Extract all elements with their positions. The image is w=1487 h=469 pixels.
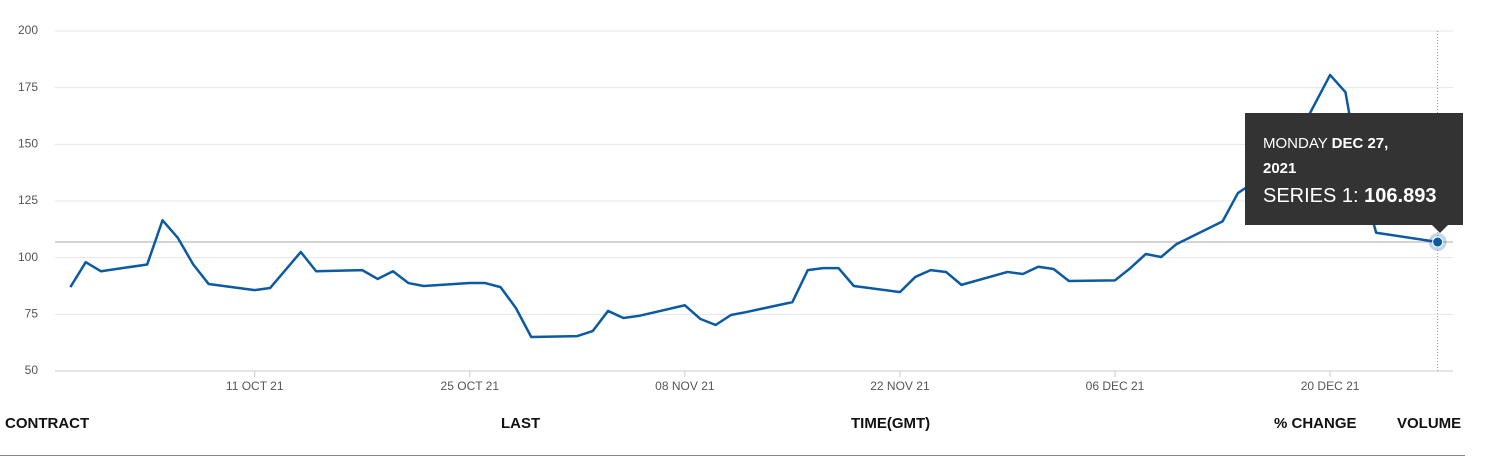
tooltip: MONDAY DEC 27, 2021 SERIES 1: 106.893 (1245, 113, 1463, 225)
chart: 50 75 100 125 150 175 200 11 OCT 21 25 OCT 21 08 … (18, 23, 1453, 393)
header-cell[interactable]: TIME(GMT) (851, 415, 931, 432)
tooltip-pointer (1431, 224, 1449, 233)
tooltip-value: 106.893 (1364, 185, 1437, 207)
header-cell[interactable]: % CHANGE (1274, 415, 1357, 432)
header-cell[interactable]: VOLUME (1397, 415, 1462, 432)
marker (1432, 236, 1444, 248)
y-tick-label: 200 (18, 23, 38, 37)
y-tick-label: 50 (25, 363, 39, 377)
y-tick-label: 150 (18, 137, 38, 151)
header-cell[interactable]: LAST (501, 415, 541, 432)
x-tick-label: 11 OCT 21 (226, 379, 284, 393)
y-tick-label: 175 (18, 80, 38, 94)
x-tick-label: 08 NOV 21 (655, 379, 715, 393)
tooltip-label: SERIES 1: (1263, 185, 1359, 207)
tooltip-weekday: MONDAY (1263, 135, 1328, 152)
tooltip-date: DEC 27, 2021 (1263, 135, 1389, 177)
table-rule (0, 455, 1465, 456)
x-tick-label: 22 NOV 21 (870, 379, 930, 393)
line (69, 73, 1438, 339)
y-tick-label: 100 (18, 250, 38, 264)
y-tick-label: 75 (25, 307, 39, 321)
x-tick-label: 25 OCT 21 (441, 379, 500, 393)
x-tick-label: 06 DEC 21 (1086, 379, 1145, 393)
header-cell[interactable]: CONTRACT (5, 415, 90, 432)
x-tick-label: 20 DEC 21 (1301, 379, 1360, 393)
y-tick-label: 125 (18, 193, 38, 207)
